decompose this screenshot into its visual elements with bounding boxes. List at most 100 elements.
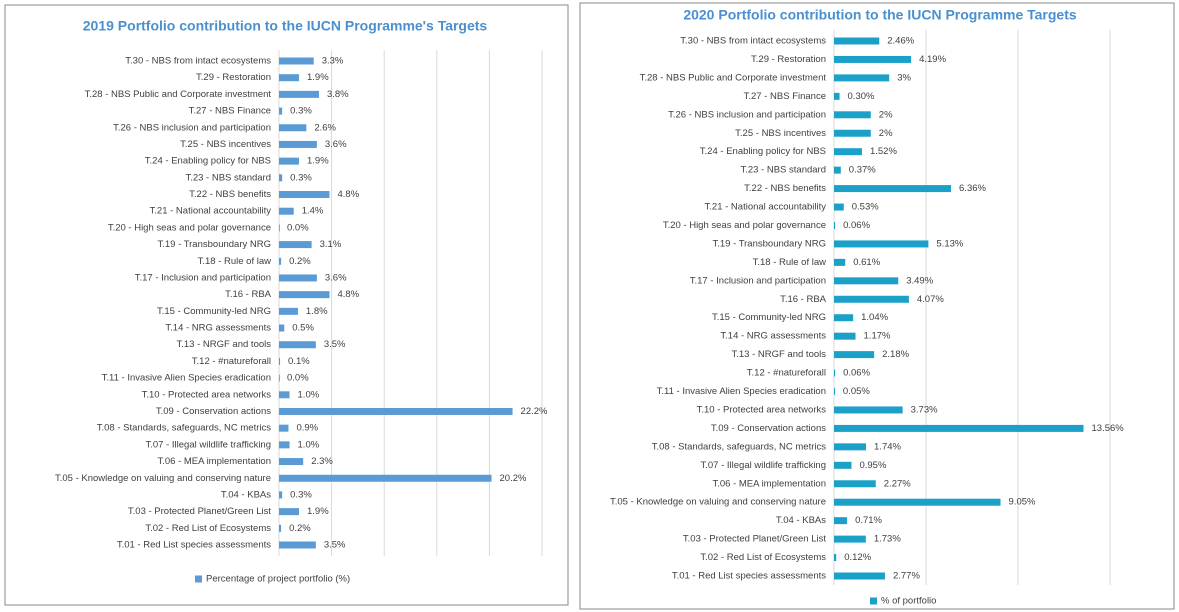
category-label: T.20 - High seas and polar governance — [108, 222, 271, 233]
category-label: T.14 - NRG assessments — [165, 323, 271, 334]
bar — [279, 174, 283, 182]
category-label: T.23 - NBS standard — [185, 172, 271, 183]
value-label: 6.36% — [959, 183, 986, 194]
bar — [834, 55, 912, 63]
value-label: 0.06% — [843, 220, 870, 231]
bar — [279, 124, 307, 132]
category-label: T.16 - RBA — [225, 289, 272, 300]
value-label: 0.30% — [848, 91, 875, 102]
value-label: 3.1% — [320, 239, 342, 250]
value-label: 3.5% — [324, 339, 346, 350]
category-label: T.11 - Invasive Alien Species eradicatio… — [102, 373, 271, 384]
bar — [279, 341, 316, 349]
value-label: 2.3% — [311, 456, 333, 467]
category-label: T.05 - Knowledge on valuing and conservi… — [610, 497, 826, 508]
bar — [279, 157, 299, 165]
value-label: 0.0% — [287, 373, 309, 384]
value-label: 1.74% — [874, 441, 901, 452]
category-label: T.03 - Protected Planet/Green List — [128, 506, 271, 517]
category-label: T.08 - Standards, safeguards, NC metrics — [97, 423, 271, 434]
value-label: 2.77% — [893, 571, 920, 582]
value-label: 3.8% — [327, 89, 349, 100]
category-label: T.14 - NRG assessments — [720, 331, 826, 342]
value-label: 0.37% — [849, 165, 876, 176]
bar — [279, 407, 513, 415]
value-label: 3.5% — [324, 540, 346, 551]
value-label: 0.06% — [843, 368, 870, 379]
bar — [279, 291, 330, 299]
category-label: T.04 - KBAs — [776, 515, 826, 526]
bar — [279, 541, 316, 549]
value-label: 1.8% — [306, 306, 328, 317]
category-label: T.27 - NBS Finance — [189, 106, 271, 117]
category-label: T.07 - Illegal wildlife trafficking — [146, 439, 272, 450]
value-label: 2.6% — [314, 122, 336, 133]
category-label: T.12 - #natureforall — [747, 368, 826, 379]
category-label: T.20 - High seas and polar governance — [663, 220, 826, 231]
category-label: T.06 - MEA implementation — [712, 478, 826, 489]
bar — [834, 129, 871, 137]
value-label: 3.3% — [322, 56, 344, 67]
category-label: T.19 - Transboundary NRG — [712, 238, 826, 249]
bar — [834, 461, 852, 469]
value-label: 3.6% — [325, 272, 347, 283]
category-label: T.10 - Protected area networks — [697, 404, 827, 415]
bar — [834, 166, 841, 174]
category-label: T.15 - Community-led NRG — [712, 312, 826, 323]
category-label: T.01 - Red List species assessments — [117, 540, 271, 551]
value-label: 1.0% — [298, 439, 320, 450]
value-label: 0.71% — [855, 515, 882, 526]
bar — [279, 424, 289, 432]
category-label: T.01 - Red List species assessments — [672, 571, 826, 582]
value-label: 3.73% — [911, 404, 938, 415]
bar — [279, 74, 299, 82]
category-label: T.10 - Protected area networks — [142, 389, 272, 400]
category-label: T.02 - Red List of Ecosystems — [145, 523, 271, 534]
bar — [279, 107, 283, 115]
value-label: 20.2% — [500, 473, 527, 484]
bar — [834, 258, 846, 266]
category-label: T.28 - NBS Public and Corporate investme… — [640, 72, 827, 83]
bar — [279, 357, 281, 365]
legend-label: % of portfolio — [881, 596, 936, 607]
bar — [834, 185, 952, 193]
category-label: T.29 - Restoration — [196, 72, 271, 83]
value-label: 0.3% — [290, 489, 312, 500]
category-label: T.06 - MEA implementation — [157, 456, 271, 467]
value-label: 0.3% — [290, 106, 312, 117]
bar — [834, 388, 835, 396]
bar — [834, 424, 1084, 432]
category-label: T.22 - NBS benefits — [744, 183, 826, 194]
bar — [279, 374, 280, 382]
bar — [834, 111, 871, 119]
chart-title: 2019 Portfolio contribution to the IUCN … — [83, 18, 488, 34]
value-label: 0.95% — [859, 460, 886, 471]
value-label: 13.56% — [1092, 423, 1125, 434]
bar — [279, 307, 298, 315]
category-label: T.25 - NBS incentives — [735, 128, 826, 139]
legend-swatch — [195, 575, 202, 583]
bar — [834, 221, 836, 229]
value-label: 0.53% — [852, 202, 879, 213]
value-label: 3% — [897, 72, 911, 83]
value-label: 0.1% — [288, 356, 310, 367]
value-label: 4.07% — [917, 294, 944, 305]
category-label: T.04 - KBAs — [221, 489, 271, 500]
bar — [834, 314, 854, 322]
bar — [834, 277, 899, 285]
value-label: 9.05% — [1009, 497, 1036, 508]
value-label: 3.49% — [906, 275, 933, 286]
value-label: 1.9% — [307, 506, 329, 517]
category-label: T.13 - NRGF and tools — [176, 339, 271, 350]
category-label: T.17 - Inclusion and participation — [690, 275, 826, 286]
bar — [279, 491, 283, 499]
bar — [834, 517, 848, 525]
bar — [279, 241, 312, 249]
value-label: 0.9% — [296, 423, 318, 434]
category-label: T.08 - Standards, safeguards, NC metrics — [652, 441, 826, 452]
bar — [834, 295, 909, 303]
value-label: 0.05% — [843, 386, 870, 397]
bar — [279, 207, 294, 215]
bar — [834, 535, 866, 543]
